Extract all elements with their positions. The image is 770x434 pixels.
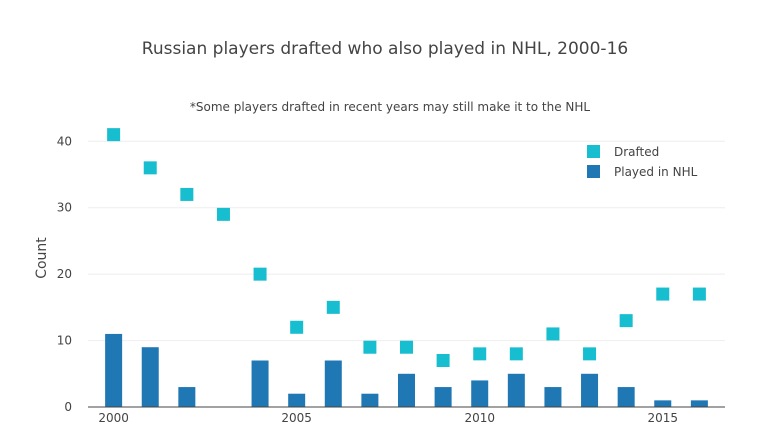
bar-played-in-nhl-2009[interactable] — [434, 387, 452, 407]
bar-played-in-nhl-2010[interactable] — [471, 380, 489, 407]
bar-played-in-nhl-2015[interactable] — [654, 400, 672, 407]
legend-swatch-played-in-nhl — [587, 165, 600, 178]
legend-swatch-drafted — [587, 145, 600, 158]
point-drafted-2014[interactable] — [619, 314, 633, 328]
point-drafted-2009[interactable] — [436, 354, 450, 367]
point-drafted-2012[interactable] — [546, 327, 560, 341]
bar-played-in-nhl-2007[interactable] — [361, 393, 379, 407]
bar-played-in-nhl-2011[interactable] — [507, 373, 525, 407]
point-drafted-2008[interactable] — [400, 340, 413, 354]
gridlines — [88, 140, 725, 342]
y-tick-label: 40 — [57, 134, 72, 148]
point-drafted-2000[interactable] — [107, 128, 121, 142]
point-drafted-2003[interactable] — [216, 207, 230, 221]
legend-label-drafted: Drafted — [614, 145, 659, 159]
x-tick-label: 2005 — [281, 411, 312, 425]
point-drafted-2010[interactable] — [473, 347, 487, 361]
bar-played-in-nhl-2014[interactable] — [617, 387, 635, 407]
x-tick-label: 2000 — [98, 411, 129, 425]
bar-played-in-nhl-2006[interactable] — [324, 360, 342, 408]
point-drafted-2005[interactable] — [290, 320, 304, 334]
y-tick-label: 20 — [57, 267, 72, 281]
x-ticks: 2000 2005 2010 2015 — [98, 411, 678, 425]
legend-item-played-in-nhl[interactable]: Played in NHL — [587, 165, 698, 179]
bar-played-in-nhl-2012[interactable] — [544, 387, 562, 407]
bar-played-in-nhl-2008[interactable] — [398, 373, 415, 407]
bar-played-in-nhl-2001[interactable] — [141, 347, 159, 407]
y-axis-label: Count — [34, 237, 50, 279]
played-in-nhl-bars — [105, 333, 708, 408]
legend-label-played-in-nhl: Played in NHL — [614, 165, 698, 179]
point-drafted-2002[interactable] — [180, 187, 194, 201]
point-drafted-2001[interactable] — [143, 161, 157, 175]
chart-title: Russian players drafted who also played … — [142, 39, 628, 59]
point-drafted-2016[interactable] — [692, 287, 706, 301]
point-drafted-2015[interactable] — [656, 287, 670, 301]
point-drafted-2013[interactable] — [583, 347, 597, 361]
chart-subtitle: *Some players drafted in recent years ma… — [190, 100, 591, 114]
x-tick-label: 2015 — [647, 411, 678, 425]
y-ticks: 0 10 20 30 40 — [57, 134, 72, 414]
y-tick-label: 0 — [64, 400, 72, 414]
x-tick-label: 2010 — [464, 411, 495, 425]
legend-item-drafted[interactable]: Drafted — [587, 145, 659, 159]
bar-played-in-nhl-2013[interactable] — [581, 373, 599, 407]
bar-played-in-nhl-2016[interactable] — [690, 400, 708, 407]
point-drafted-2011[interactable] — [509, 347, 523, 361]
bar-played-in-nhl-2002[interactable] — [178, 387, 196, 407]
bar-played-in-nhl-2000[interactable] — [105, 333, 123, 407]
point-drafted-2007[interactable] — [363, 340, 377, 354]
y-tick-label: 10 — [57, 334, 72, 348]
bar-played-in-nhl-2005[interactable] — [288, 393, 306, 407]
point-drafted-2004[interactable] — [253, 267, 267, 281]
bar-played-in-nhl-2004[interactable] — [251, 360, 269, 408]
legend[interactable]: Drafted Played in NHL — [587, 145, 698, 179]
drafted-points — [107, 128, 706, 367]
y-tick-label: 30 — [57, 201, 72, 215]
point-drafted-2006[interactable] — [326, 300, 340, 314]
